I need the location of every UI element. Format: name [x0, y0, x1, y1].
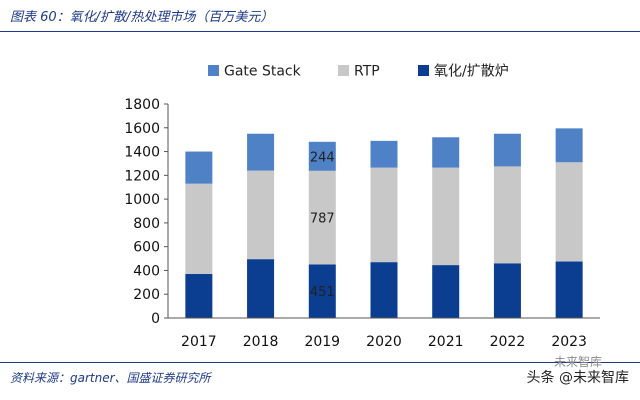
legend-label-oxidation-diffusion: 氧化/扩散炉: [434, 64, 509, 80]
bar-oxidation-diffusion-2021: [432, 265, 460, 318]
bar-rtp-2018: [247, 170, 275, 260]
y-tick-label: 600: [133, 240, 160, 256]
bottom-rule: [0, 362, 640, 363]
bar-gate-stack-2020: [370, 140, 398, 168]
y-tick-label: 1200: [124, 168, 160, 184]
x-tick-label: 2023: [551, 334, 587, 350]
bar-series: [185, 128, 583, 318]
x-tick-label: 2021: [428, 334, 464, 350]
bar-gate-stack-2019: [308, 141, 336, 171]
watermark-top: 未来智库: [553, 355, 602, 369]
y-tick-label: 400: [133, 263, 160, 279]
watermark-main: 头条 @未来智库: [526, 370, 629, 386]
legend-label-gate-stack: Gate Stack: [224, 64, 302, 80]
bar-gate-stack-2018: [247, 133, 275, 171]
y-tick-label: 800: [133, 216, 160, 232]
data-label-rtp: 787: [310, 212, 335, 227]
bar-rtp-2022: [493, 166, 521, 264]
y-tick-label: 1400: [124, 145, 160, 161]
bar-gate-stack-2017: [185, 151, 213, 184]
x-tick-label: 2022: [490, 334, 526, 350]
bar-rtp-2020: [370, 167, 398, 263]
legend-swatch-gate-stack: [208, 65, 219, 76]
chart-legend: Gate Stack RTP 氧化/扩散炉: [208, 64, 509, 80]
data-label-oxidation-diffusion: 451: [310, 285, 335, 300]
legend-swatch-rtp: [338, 65, 349, 76]
bar-rtp-2023: [555, 162, 583, 262]
bar-rtp-2017: [185, 183, 213, 275]
bar-gate-stack-2023: [555, 128, 583, 163]
y-tick-label: 1000: [124, 192, 160, 208]
x-axis: 2017 2018 2019 2020 2021 2022 2023: [168, 317, 600, 350]
y-tick-label: 1600: [124, 121, 160, 137]
data-labels: 244 787 451: [310, 150, 335, 300]
bar-oxidation-diffusion-2020: [370, 262, 398, 318]
legend-swatch-oxidation-diffusion: [418, 65, 429, 76]
y-tick-label: 1800: [124, 97, 160, 113]
stacked-bar-chart: Gate Stack RTP 氧化/扩散炉 0 200 400 600 800 1000 120…: [124, 64, 600, 350]
legend-label-rtp: RTP: [354, 64, 380, 80]
bar-rtp-2021: [432, 167, 460, 266]
x-tick-label: 2019: [304, 334, 340, 350]
bar-rtp-2019: [308, 170, 336, 265]
x-tick-label: 2018: [243, 334, 279, 350]
source-note: 资料来源：gartner、国盛证券研究所: [10, 371, 211, 385]
bar-oxidation-diffusion-2018: [247, 259, 275, 318]
y-tick-label: 200: [133, 287, 160, 303]
top-rule: [0, 31, 640, 32]
watermark: 未来智库 头条 @未来智库: [523, 355, 632, 387]
bar-gate-stack-2021: [432, 137, 460, 168]
x-tick-label: 2017: [181, 334, 217, 350]
x-tick-label: 2020: [366, 334, 402, 350]
bar-oxidation-diffusion-2022: [493, 263, 521, 318]
bar-gate-stack-2022: [493, 133, 521, 167]
y-axis: 0 200 400 600 800 1000 1200 1400 1600 1800: [124, 97, 169, 327]
y-tick-label: 0: [151, 311, 160, 327]
bar-oxidation-diffusion-2019: [308, 264, 336, 318]
bar-oxidation-diffusion-2017: [185, 274, 213, 318]
figure-title: 图表 60：氧化/扩散/热处理市场（百万美元）: [10, 10, 274, 25]
bar-oxidation-diffusion-2023: [555, 261, 583, 318]
data-label-gate-stack: 244: [310, 150, 335, 165]
